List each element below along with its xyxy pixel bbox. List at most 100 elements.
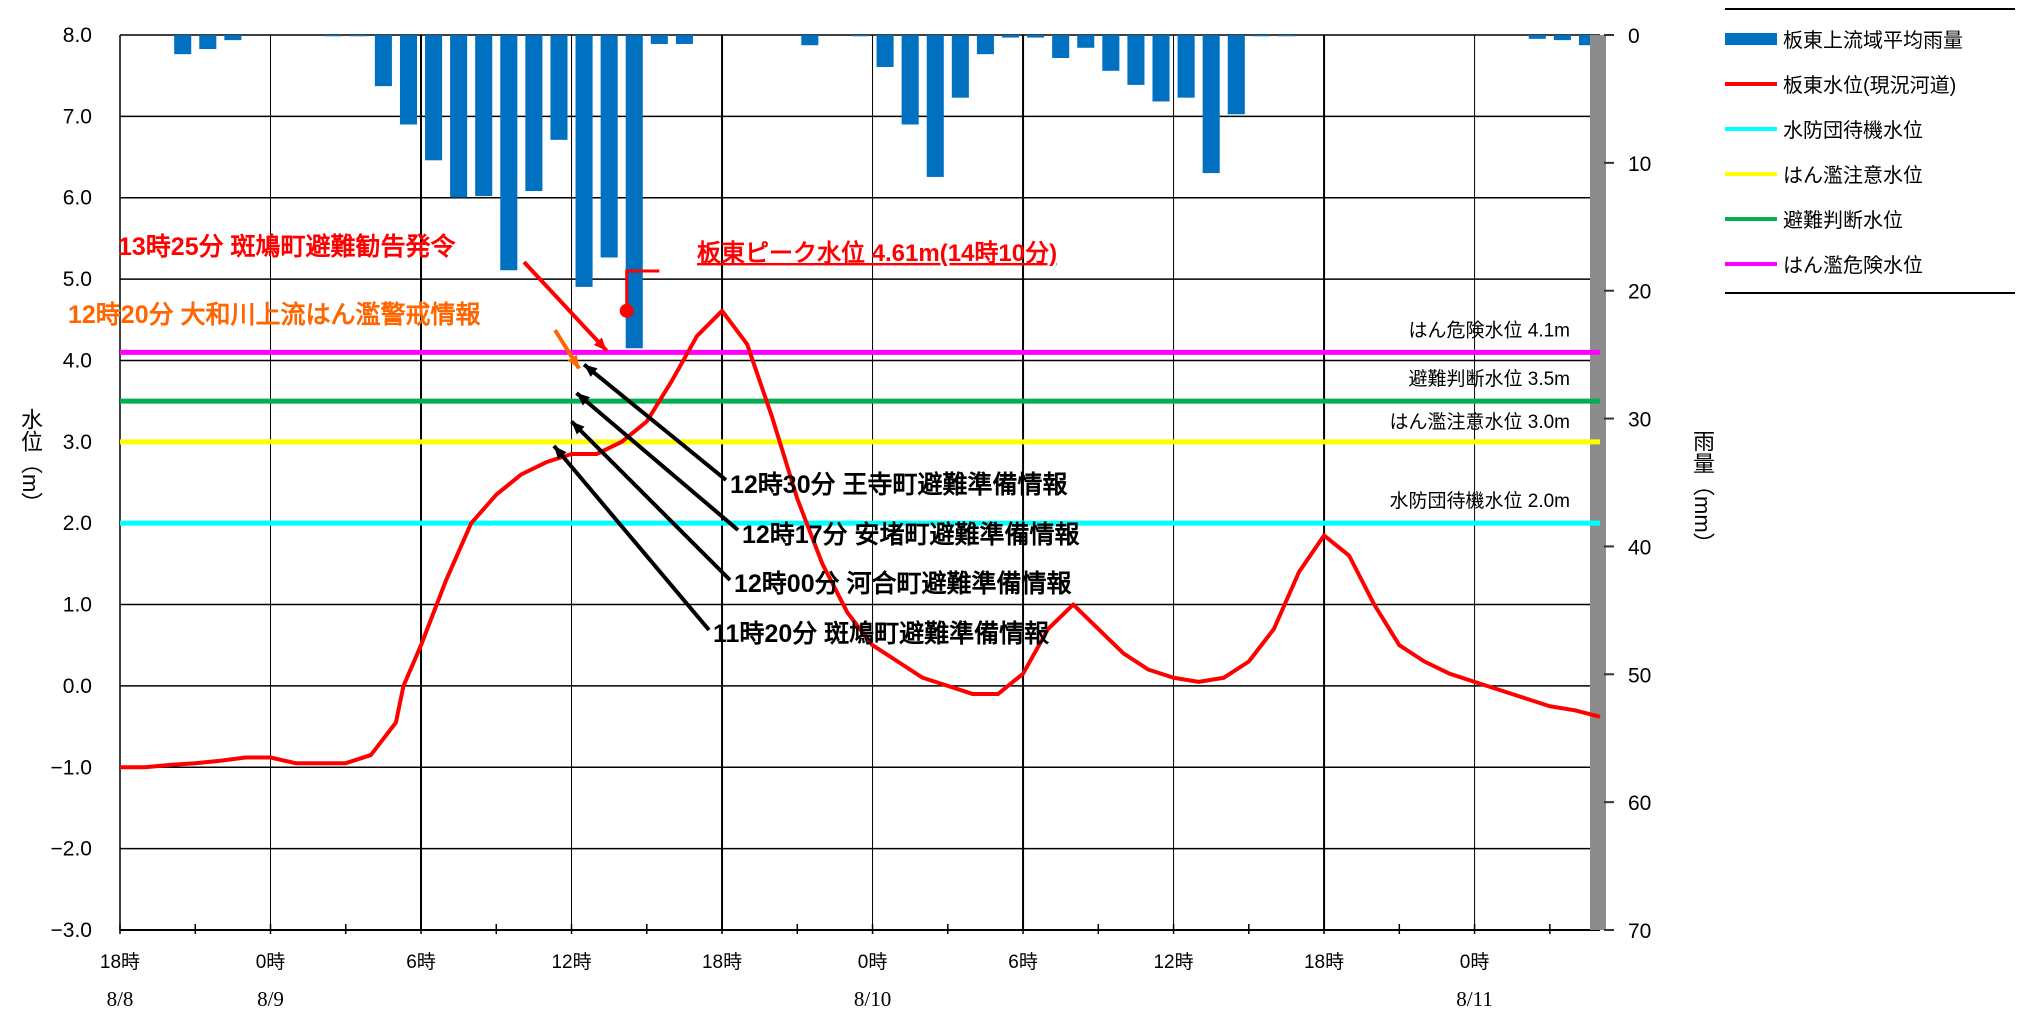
rainfall-bar bbox=[1227, 35, 1245, 115]
rainfall-bar bbox=[1127, 35, 1145, 85]
annotation-arrowhead bbox=[576, 393, 590, 406]
rainfall-bar bbox=[425, 35, 443, 161]
rainfall-bar bbox=[1001, 35, 1020, 38]
x-tick-label: 12時 bbox=[551, 951, 591, 973]
x-date-label: 8/8 bbox=[107, 987, 134, 1011]
rainfall-bar bbox=[976, 35, 994, 55]
rainfall-bar bbox=[500, 35, 518, 271]
legend-label: はん濫注意水位 bbox=[1783, 165, 1923, 187]
rainfall-bar bbox=[1277, 35, 1295, 37]
annotation-label: 11時20分 斑鳩町避難準備情報 bbox=[713, 619, 1050, 648]
x-tick-label: 0時 bbox=[1460, 951, 1490, 973]
annotation-label: 12時20分 大和川上流はん濫警戒情報 bbox=[68, 300, 482, 329]
legend-item-evacuation-level: 避難判断水位 bbox=[1725, 196, 2015, 241]
legend-label: はん濫危険水位 bbox=[1783, 255, 1923, 277]
rainfall-bar bbox=[324, 35, 342, 37]
threshold-label: 水防団待機水位 2.0m bbox=[1389, 490, 1570, 512]
annotation-label: 13時25分 斑鳩町避難勧告発令 bbox=[118, 232, 457, 261]
rainfall-bar bbox=[851, 35, 869, 37]
y-tick-label-right: 40 bbox=[1628, 536, 1651, 559]
threshold-label: 避難判断水位 3.5m bbox=[1408, 368, 1570, 390]
y-tick-label-left: 4.0 bbox=[63, 349, 92, 372]
y-axis-title-right: 雨量（mm） bbox=[1690, 430, 1715, 555]
rainfall-bar bbox=[575, 35, 593, 287]
annotation-label: 12時17分 安堵町避難準備情報 bbox=[742, 520, 1081, 549]
rainfall-bar bbox=[525, 35, 543, 191]
rainfall-bar bbox=[174, 35, 192, 55]
y-tick-label-right: 60 bbox=[1628, 792, 1651, 815]
rainfall-bar bbox=[1052, 35, 1070, 59]
x-date-label: 8/10 bbox=[854, 987, 891, 1011]
y-tick-label-left: 0.0 bbox=[63, 675, 92, 698]
y-tick-label-right: 30 bbox=[1628, 409, 1651, 432]
rainfall-bar bbox=[349, 35, 367, 37]
x-tick-label: 18時 bbox=[1304, 951, 1344, 973]
annotation-arrow bbox=[552, 444, 711, 632]
legend-item-water-level: 板東水位(現況河道) bbox=[1725, 61, 2015, 106]
rainfall-bar bbox=[450, 35, 468, 198]
rainfall-bar bbox=[600, 35, 618, 258]
y-tick-label-left: 7.0 bbox=[63, 105, 92, 128]
rainfall-bar bbox=[951, 35, 969, 98]
legend-swatch-caution-level bbox=[1725, 171, 1777, 176]
rainfall-bar bbox=[1252, 35, 1270, 37]
legend-swatch-danger-level bbox=[1725, 261, 1777, 266]
rainfall-bar bbox=[926, 35, 944, 177]
legend: 板東上流域平均雨量 板東水位(現況河道) 水防団待機水位 はん濫注意水位 避難判… bbox=[1725, 8, 2015, 294]
x-tick-label: 6時 bbox=[406, 951, 436, 973]
rainfall-bar bbox=[675, 35, 693, 44]
threshold-label: はん危険水位 4.1m bbox=[1408, 319, 1570, 341]
rainfall-bar bbox=[650, 35, 668, 44]
annotation-arrowhead bbox=[584, 364, 598, 377]
y-tick-label-left: 2.0 bbox=[63, 512, 92, 535]
x-date-label: 8/11 bbox=[1456, 987, 1493, 1011]
peak-leader-line bbox=[625, 269, 660, 311]
annotation-arrow bbox=[582, 362, 728, 482]
x-tick-label: 18時 bbox=[702, 951, 742, 973]
rainfall-bar bbox=[801, 35, 819, 46]
y-axis-title-left: 水位（m） bbox=[18, 408, 43, 515]
annotation-label: 12時30分 王寺町避難準備情報 bbox=[730, 470, 1069, 499]
annotation-arrowhead bbox=[553, 445, 567, 460]
x-date-label: 8/9 bbox=[257, 987, 284, 1011]
rainfall-bar bbox=[374, 35, 392, 87]
legend-item-standby-level: 水防団待機水位 bbox=[1725, 106, 2015, 151]
legend-swatch-evacuation-level bbox=[1725, 216, 1777, 221]
y-tick-label-right: 0 bbox=[1628, 25, 1640, 48]
rainfall-bar bbox=[1578, 35, 1596, 46]
rainfall-bar bbox=[475, 35, 493, 197]
legend-label: 板東水位(現況河道) bbox=[1783, 75, 1957, 97]
legend-swatch-standby-level bbox=[1725, 126, 1777, 131]
water-level-line bbox=[120, 308, 1601, 770]
y-tick-label-right: 50 bbox=[1628, 664, 1651, 687]
rainfall-bar bbox=[901, 35, 919, 125]
y-tick-label-left: −3.0 bbox=[51, 919, 92, 942]
y-tick-label-right: 20 bbox=[1628, 281, 1651, 304]
rainfall-bar bbox=[625, 35, 643, 349]
y-tick-label-left: −1.0 bbox=[51, 756, 92, 779]
y-tick-label-left: −2.0 bbox=[51, 838, 92, 861]
annotation-arrowhead bbox=[571, 421, 585, 435]
annotation-arrow bbox=[570, 420, 732, 582]
x-tick-label: 0時 bbox=[256, 951, 286, 973]
rainfall-bar bbox=[1152, 35, 1170, 102]
annotation-label: 12時00分 河合町避難準備情報 bbox=[734, 569, 1073, 598]
y-tick-label-left: 1.0 bbox=[63, 594, 92, 617]
right-axis-bar bbox=[1590, 35, 1606, 930]
annotation-arrow bbox=[522, 260, 609, 353]
legend-item-caution-level: はん濫注意水位 bbox=[1725, 151, 2015, 196]
legend-swatch-water-level bbox=[1725, 81, 1777, 86]
legend-swatch-rainfall bbox=[1725, 32, 1777, 45]
peak-label: 板東ピーク水位 4.61m(14時10分) bbox=[697, 239, 1057, 267]
threshold-label: はん濫注意水位 3.0m bbox=[1389, 411, 1570, 433]
rainfall-bar bbox=[1528, 35, 1546, 39]
legend-label: 水防団待機水位 bbox=[1783, 120, 1923, 142]
legend-label: 避難判断水位 bbox=[1783, 210, 1903, 232]
rainfall-bar bbox=[1077, 35, 1095, 48]
x-tick-label: 12時 bbox=[1153, 951, 1193, 973]
legend-item-danger-level: はん濫危険水位 bbox=[1725, 241, 2015, 286]
legend-label: 板東上流域平均雨量 bbox=[1783, 30, 1963, 52]
rainfall-bar bbox=[876, 35, 894, 67]
y-tick-label-left: 6.0 bbox=[63, 187, 92, 210]
